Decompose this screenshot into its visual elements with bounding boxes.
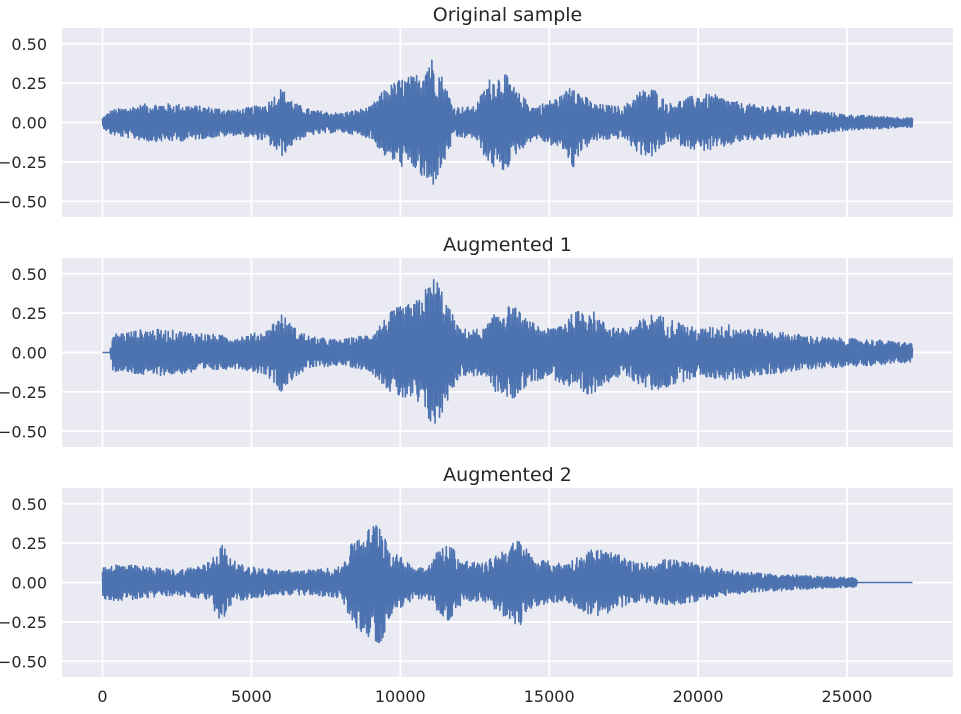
- y-tick-label: 0.25: [11, 534, 47, 553]
- y-tick-label: 0.50: [11, 495, 47, 514]
- panel-augmented-2: 0.50 0.25 0.00 −0.25 −0.50 0 5000 10000 15000 200…: [0, 464, 953, 706]
- y-tick-label: −0.25: [0, 383, 47, 402]
- waveform-line: [101, 59, 914, 185]
- y-tick-label: 0.00: [11, 114, 47, 133]
- y-tick-label: −0.50: [0, 422, 47, 441]
- y-tick-label: 0.25: [11, 74, 47, 93]
- waveform-line: [101, 525, 913, 644]
- x-tick-label: 25000: [822, 687, 873, 706]
- y-tick-label: 0.00: [11, 344, 47, 363]
- x-tick-label: 15000: [524, 687, 575, 706]
- y-tick-label: 0.50: [11, 265, 47, 284]
- y-tick-label: 0.50: [11, 35, 47, 54]
- chart-title: Augmented 2: [443, 464, 572, 486]
- x-tick-label: 20000: [673, 687, 724, 706]
- x-tick-label: 5000: [231, 687, 272, 706]
- panel-augmented-1: 0.50 0.25 0.00 −0.25 −0.50 Augmented 1: [0, 234, 953, 447]
- y-tick-label: −0.25: [0, 153, 47, 172]
- chart-title: Augmented 1: [443, 234, 572, 256]
- chart-title: Original sample: [433, 4, 582, 26]
- y-tick-label: 0.00: [11, 574, 47, 593]
- y-tick-label: −0.50: [0, 192, 47, 211]
- x-tick-label: 0: [97, 687, 107, 706]
- waveform-line: [102, 278, 914, 424]
- y-tick-label: 0.25: [11, 304, 47, 323]
- y-tick-label: −0.25: [0, 613, 47, 632]
- x-tick-label: 10000: [375, 687, 426, 706]
- y-tick-label: −0.50: [0, 652, 47, 671]
- panel-original-sample: 0.50 0.25 0.00 −0.25 −0.50 Original sample: [0, 4, 953, 217]
